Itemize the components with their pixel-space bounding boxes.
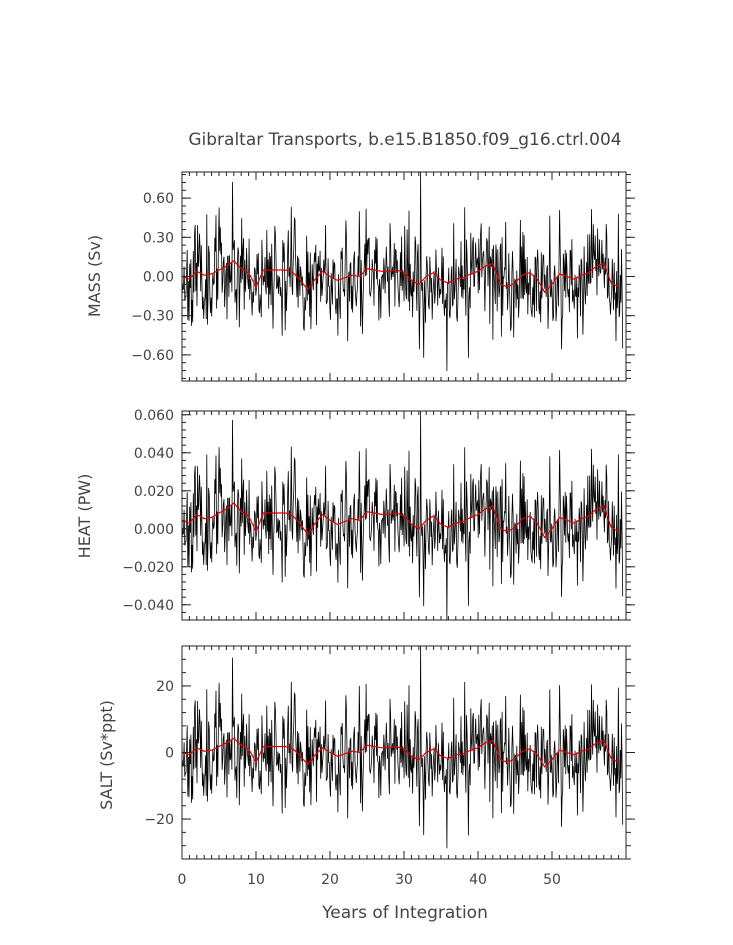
salt-y-tick-label: −20 — [144, 812, 174, 828]
x-tick-label: 30 — [395, 872, 413, 888]
mass-y-axis-label: MASS (Sv) — [85, 235, 104, 317]
chart-title: Gibraltar Transports, b.e15.B1850.f09_g1… — [188, 130, 621, 150]
heat-y-tick-label: −0.040 — [122, 598, 174, 614]
heat-y-axis-label: HEAT (PW) — [75, 474, 94, 559]
salt-panel: 20 0 −20 — [144, 645, 635, 860]
mass-monthly-series-line — [182, 172, 624, 372]
heat-monthly-series-line — [182, 411, 624, 620]
mass-smoothed-series-line — [182, 260, 619, 294]
x-tick-label: 20 — [321, 872, 339, 888]
mass-y-tick-label: 0.30 — [143, 230, 174, 246]
salt-monthly-series-line — [182, 646, 624, 849]
salt-y-tick-label: 0 — [165, 746, 174, 762]
heat-y-tick-label: −0.020 — [122, 560, 174, 576]
x-tick-label: 10 — [247, 872, 265, 888]
heat-y-tick-label: 0.020 — [134, 484, 174, 500]
x-tick-label: 50 — [543, 872, 561, 888]
mass-y-tick-label: −0.60 — [131, 348, 174, 364]
x-tick-label: 40 — [469, 872, 487, 888]
heat-y-tick-label: 0.000 — [134, 522, 174, 538]
mass-y-tick-label: −0.30 — [131, 309, 174, 325]
x-tick-label: 0 — [178, 872, 187, 888]
mass-y-tick-label: 0.00 — [143, 270, 174, 286]
mass-y-tick-label: 0.60 — [143, 191, 174, 207]
heat-y-tick-label: 0.060 — [134, 408, 174, 424]
salt-y-axis-label: SALT (Sv*ppt) — [97, 700, 116, 810]
heat-y-tick-label: 0.040 — [134, 446, 174, 462]
mass-panel: 0.60 0.30 0.00 −0.30 −0.60 — [131, 171, 635, 382]
salt-smoothed-series-line — [182, 737, 619, 768]
salt-y-tick-label: 20 — [156, 679, 174, 695]
heat-panel: 0.060 0.040 0.020 0.000 −0.020 −0.040 — [122, 408, 635, 621]
heat-smoothed-series-line — [182, 502, 619, 539]
x-axis-label: Years of Integration — [321, 903, 488, 923]
